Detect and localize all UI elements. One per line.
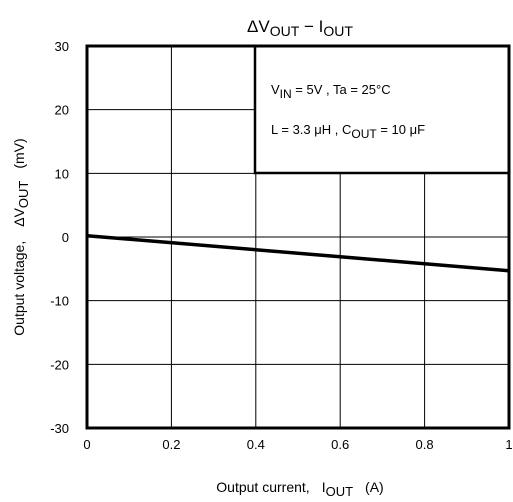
y-tick-label: -20 xyxy=(50,357,69,372)
annotation-box xyxy=(253,44,511,175)
series-layer xyxy=(86,233,510,273)
y-tick-label: -10 xyxy=(50,294,69,309)
series-line xyxy=(86,233,510,273)
y-axis-label: Output voltage,ΔVOUT(mV) xyxy=(11,138,31,335)
y-tick-label: 10 xyxy=(55,166,69,181)
x-tick-label: 0.2 xyxy=(162,437,180,452)
y-tick-label: 0 xyxy=(62,230,69,245)
chart-title: ΔVOUT − IOUT xyxy=(247,17,353,39)
x-tick-label: 0.8 xyxy=(416,437,434,452)
annotation-line-2: L = 3.3 μH , COUT = 10 μF xyxy=(271,122,425,141)
y-tick-label: -30 xyxy=(50,421,69,436)
plot-frame xyxy=(85,44,511,430)
y-tick-label: 30 xyxy=(55,39,69,54)
x-tick-label: 0 xyxy=(83,437,90,452)
y-tick-label: 20 xyxy=(55,103,69,118)
tick-labels: 0 0.2 0.4 0.6 0.8 1 -30 -20 -10 0 10 20 30 xyxy=(50,39,512,452)
x-tick-label: 0.6 xyxy=(331,437,349,452)
x-tick-label: 0.4 xyxy=(247,437,265,452)
x-tick-label: 1 xyxy=(505,437,512,452)
x-axis-label: Output current, IOUT (A) xyxy=(216,479,383,499)
annotation-line-1: VIN = 5V , Ta = 25°C xyxy=(271,82,391,101)
